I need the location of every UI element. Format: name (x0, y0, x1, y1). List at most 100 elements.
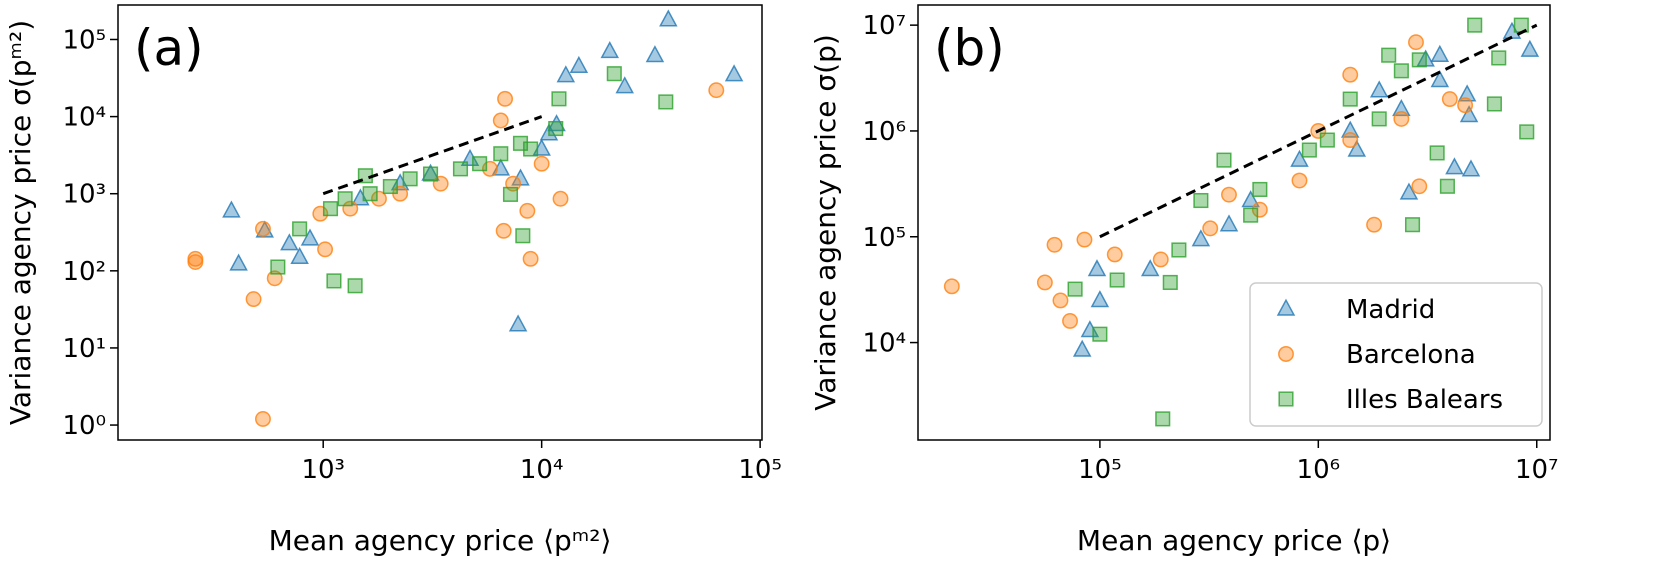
circle-point (533, 155, 550, 172)
square-point (362, 186, 378, 202)
circle-point (266, 270, 283, 287)
circle-point (317, 241, 334, 258)
triangle-point (600, 41, 620, 59)
square-point (337, 191, 353, 207)
circle-point (1342, 132, 1359, 149)
square-point (1243, 207, 1259, 223)
circle-point (1411, 178, 1428, 195)
y-axis-label: Variance agency price σ(pᵐ²) (4, 20, 37, 425)
reference-line (1099, 23, 1538, 239)
circle-point (522, 250, 539, 267)
triangle-point (615, 76, 634, 94)
square-point (472, 156, 488, 172)
circle-point (708, 82, 725, 99)
panel-label: (a) (134, 19, 204, 77)
triangle-point (222, 200, 241, 218)
square-point (1092, 326, 1108, 342)
circle-point (1441, 91, 1458, 108)
square-point (493, 146, 509, 162)
square-point (502, 186, 519, 202)
triangle-point (508, 314, 528, 332)
square-point (1109, 272, 1125, 288)
triangle-point (229, 253, 248, 271)
circle-point (1152, 251, 1169, 268)
circle-point (1202, 220, 1219, 237)
square-point (658, 94, 674, 110)
circle-point (255, 410, 271, 427)
y-tick-label: 10⁴ (862, 329, 906, 359)
y-tick-label: 10² (62, 257, 106, 287)
x-tick-label: 10⁵ (1078, 455, 1122, 485)
y-tick-label: 10⁴ (62, 103, 106, 133)
triangle-point (1430, 70, 1450, 88)
plot-frame (917, 4, 1551, 441)
legend-label: Barcelona (1346, 340, 1476, 370)
square-point (1429, 145, 1445, 161)
triangle-point (1087, 259, 1107, 277)
triangle-point (1072, 339, 1092, 357)
circle-point (943, 278, 960, 295)
triangle-point (1241, 190, 1260, 208)
triangle-point (556, 65, 576, 83)
triangle-point (280, 233, 299, 251)
triangle-point (724, 64, 744, 82)
triangle-point (1140, 259, 1160, 277)
triangle-point (1219, 214, 1239, 232)
circle-point (1457, 97, 1474, 114)
plot-frame (117, 4, 763, 441)
square-point (1319, 132, 1335, 148)
triangle-point (1347, 139, 1367, 157)
square-point (1486, 96, 1502, 112)
square-point (1155, 411, 1171, 427)
circle-point (1251, 201, 1268, 218)
x-axis-label: Mean agency price ⟨pᵐ²⟩ (269, 524, 612, 557)
circle-point (1076, 231, 1093, 248)
legend-box (1249, 282, 1543, 427)
triangle-point (1090, 290, 1110, 308)
circle-point (187, 254, 204, 270)
square-point (1162, 274, 1178, 290)
y-tick-label: 10⁵ (62, 25, 106, 55)
square-point (1393, 63, 1409, 79)
triangle-point (569, 55, 589, 73)
circle-point (519, 202, 536, 219)
circle-point (497, 90, 514, 107)
square-point (422, 166, 439, 182)
y-tick-label: 10⁶ (862, 117, 906, 147)
x-tick-label: 10⁵ (738, 455, 782, 485)
triangle-point (645, 45, 665, 63)
square-point (1171, 242, 1187, 258)
legend-label: Illes Balears (1346, 385, 1503, 415)
circle-point (1046, 236, 1063, 253)
square-point (270, 259, 286, 275)
triangle-point (300, 228, 320, 246)
circle-point (255, 220, 271, 237)
triangle-point (1520, 39, 1540, 57)
square-point (1404, 217, 1421, 233)
circle-point (1408, 34, 1424, 51)
y-tick-label: 10³ (62, 180, 106, 210)
square-point (322, 201, 339, 217)
triangle-point (1369, 80, 1389, 98)
circle-point (1052, 292, 1069, 309)
x-tick-label: 10⁶ (1297, 455, 1341, 485)
square-point (515, 228, 531, 244)
square-point (1252, 181, 1268, 197)
y-tick-label: 10⁷ (862, 11, 906, 41)
legend-marker (1276, 298, 1296, 316)
triangle-point (1461, 159, 1481, 177)
square-point (382, 178, 398, 195)
circle-point (1366, 216, 1383, 233)
square-point (1371, 111, 1387, 127)
triangle-point (659, 9, 678, 27)
triangle-point (1459, 105, 1479, 123)
square-point (1216, 152, 1232, 168)
triangle-point (1445, 157, 1464, 175)
triangle-point (547, 114, 566, 132)
y-tick-label: 10⁰ (62, 411, 106, 441)
square-point (326, 273, 342, 289)
square-point (512, 135, 529, 151)
circle-point (1106, 246, 1123, 263)
triangle-point (1457, 84, 1477, 102)
x-tick-label: 10⁷ (1515, 455, 1559, 485)
